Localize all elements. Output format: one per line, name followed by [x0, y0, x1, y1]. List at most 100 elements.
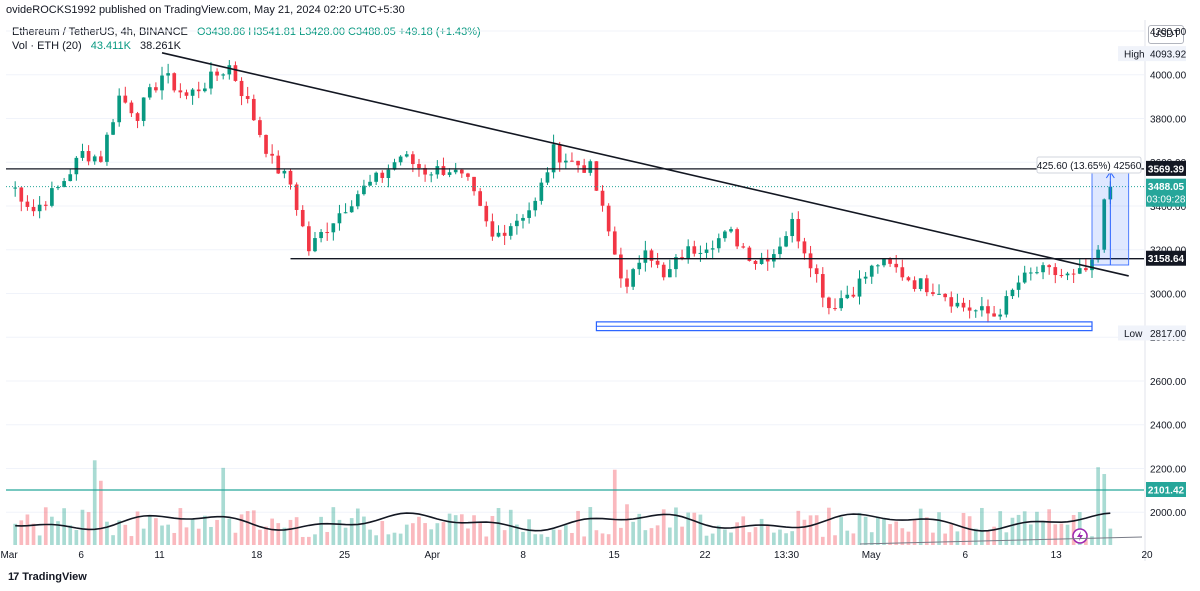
candle — [686, 246, 691, 259]
volume-bar — [270, 518, 274, 545]
candle — [86, 151, 91, 162]
volume-bar — [961, 512, 966, 545]
volume-bar — [374, 535, 378, 545]
candle — [178, 90, 183, 93]
candle — [1010, 289, 1015, 297]
volume-bar — [986, 531, 990, 545]
volume-bar — [1084, 533, 1088, 545]
volume-bar — [527, 519, 531, 545]
symbol-name[interactable]: Ethereum / TetherUS, 4h, BINANCE — [12, 26, 188, 38]
candle — [539, 182, 544, 201]
volume-bar — [478, 522, 483, 545]
candle — [759, 257, 764, 265]
volume-bar — [203, 515, 207, 545]
candle — [680, 257, 684, 259]
candle — [313, 238, 317, 252]
candle — [31, 206, 36, 212]
candle — [368, 181, 372, 186]
candle — [863, 276, 868, 279]
volume-bar — [521, 531, 525, 545]
volume-bar — [441, 522, 446, 545]
price-axis: 2000.00 2200.00 2400.00 2600.00 2800.00 3000.… — [1118, 20, 1187, 561]
volume-legend: Vol · ETH (20) 43.411K 38.261K — [12, 40, 181, 52]
candle — [1071, 273, 1076, 275]
volume-bar — [863, 516, 868, 545]
candle — [992, 313, 996, 317]
measure-label-bg — [1036, 156, 1142, 174]
candle — [154, 87, 158, 91]
volume-bar — [343, 527, 348, 545]
candle — [160, 75, 164, 91]
resistance-badge-bg — [1146, 160, 1186, 176]
time-tick: 6 — [962, 550, 968, 561]
support-badge-bg — [1146, 250, 1186, 266]
volume-bar — [417, 516, 421, 545]
volume-bar — [973, 528, 978, 545]
candle — [300, 209, 305, 227]
volume-bar — [147, 515, 152, 545]
volume-bar — [1035, 511, 1039, 545]
candle — [973, 310, 978, 312]
volume-bar — [570, 532, 574, 545]
candle — [582, 165, 587, 173]
candle — [184, 92, 189, 96]
high-label: High — [1124, 50, 1145, 61]
volume-bar — [790, 531, 795, 545]
candle — [484, 205, 489, 222]
candle — [282, 170, 287, 174]
candle — [570, 160, 574, 162]
candle — [459, 169, 464, 174]
volume-bar — [778, 529, 782, 545]
volume-bar — [680, 526, 684, 545]
candle — [1096, 249, 1100, 260]
volume-bar — [937, 512, 941, 545]
candle — [190, 89, 195, 96]
candle — [478, 191, 483, 206]
candle — [765, 257, 770, 262]
candle — [741, 246, 746, 248]
candle — [894, 263, 899, 268]
price-tick: 2400.00 — [1150, 421, 1187, 432]
volume-ma-value: 38.261K — [139, 40, 181, 52]
candle — [37, 204, 42, 212]
currency-button[interactable]: USDT — [1148, 25, 1184, 44]
volume-bar — [466, 528, 470, 545]
volume-bar — [857, 512, 862, 545]
candle — [453, 169, 458, 173]
volume-bar — [796, 510, 801, 545]
volume-bar — [453, 515, 458, 545]
volume-bar — [557, 529, 562, 545]
candle — [398, 156, 403, 163]
candle — [1035, 272, 1039, 274]
candle — [496, 232, 501, 237]
volume-bar — [349, 518, 354, 545]
volume-bar — [98, 480, 103, 545]
candle — [98, 156, 103, 162]
volume-bar — [1065, 524, 1070, 545]
volume-bar — [563, 525, 568, 545]
volume-bar — [166, 524, 170, 545]
volume-bar — [827, 507, 831, 545]
volume-bar — [643, 530, 648, 545]
candle — [472, 176, 476, 192]
resistance-badge: 3569.39 — [1148, 164, 1185, 175]
candle — [876, 265, 880, 267]
candle — [111, 122, 115, 135]
candle — [349, 206, 354, 213]
candle — [288, 170, 293, 185]
volume-bar — [784, 533, 788, 545]
candle — [411, 154, 415, 165]
candle — [778, 246, 782, 255]
volume-bar — [1053, 524, 1058, 545]
candle — [1102, 199, 1107, 250]
candle — [851, 294, 856, 297]
candle — [68, 174, 73, 182]
volume-label[interactable]: Vol · ETH (20) — [12, 40, 82, 52]
candle — [533, 200, 538, 211]
candle — [723, 231, 727, 239]
candle — [386, 169, 391, 178]
volume-bar — [802, 519, 807, 545]
candle — [998, 314, 1003, 317]
candle — [594, 161, 599, 191]
